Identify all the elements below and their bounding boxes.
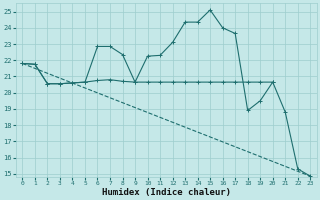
X-axis label: Humidex (Indice chaleur): Humidex (Indice chaleur) [102, 188, 231, 197]
